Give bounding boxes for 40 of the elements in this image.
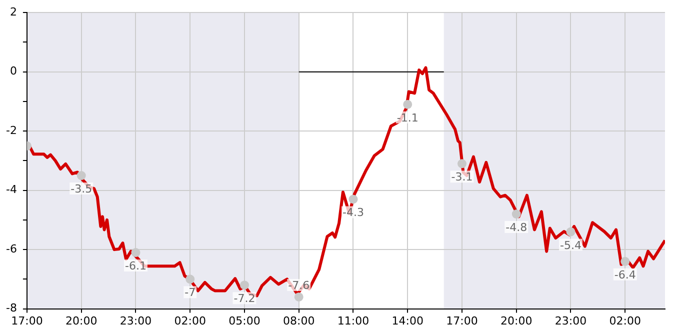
y-tick-label: 0 [10, 64, 17, 78]
data-label: -4.8 [506, 221, 528, 234]
x-tick-label: 20:00 [500, 314, 532, 328]
data-label: -3.1 [451, 170, 473, 184]
point [294, 292, 304, 302]
x-tick-label: 14:00 [392, 314, 424, 328]
data-label: -5.4 [560, 238, 582, 252]
data-label: -6.4 [614, 268, 636, 282]
data-label: -1.1 [396, 111, 418, 124]
data-label: -7.2 [234, 292, 256, 306]
point [76, 171, 86, 180]
y-tick-label: -6 [6, 242, 17, 256]
x-tick-label: 20:00 [65, 314, 98, 328]
y-tick-label: -4 [6, 183, 17, 196]
point [566, 227, 576, 236]
point [512, 210, 521, 219]
point [240, 280, 249, 290]
point [348, 194, 358, 204]
point [620, 256, 630, 266]
x-tick-label: 17:00 [446, 314, 478, 328]
x-tick-label: 17:00 [11, 314, 43, 328]
x-tick-label: 02:00 [609, 314, 641, 328]
point [457, 159, 466, 168]
x-tick-label: 11:00 [337, 314, 370, 328]
y-tick-label: 2 [10, 5, 17, 18]
data-label: -6.1 [124, 260, 146, 273]
data-label: -3.5 [70, 182, 92, 196]
data-label: -7.6 [288, 278, 310, 292]
point [186, 274, 195, 284]
x-tick-label: 05:00 [228, 314, 260, 328]
x-tick-label: 23:00 [120, 314, 152, 328]
point [131, 248, 140, 258]
point [403, 100, 412, 109]
x-tick-label: 02:00 [174, 314, 206, 328]
data-label: -7 [184, 286, 196, 300]
y-tick-label: -8 [6, 302, 17, 315]
y-tick-label: -2 [6, 124, 17, 137]
data-label: -4.3 [342, 206, 364, 220]
x-tick-label: 23:00 [554, 314, 587, 328]
x-tick-label: 08:00 [283, 314, 315, 328]
